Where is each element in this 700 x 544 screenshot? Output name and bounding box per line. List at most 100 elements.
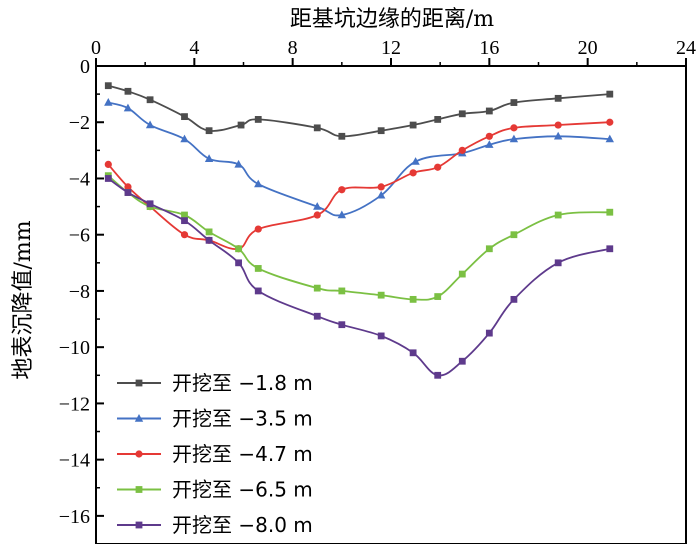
- data-point: [146, 200, 154, 208]
- data-point: [313, 202, 322, 210]
- data-point: [377, 183, 385, 191]
- legend-label: 开挖至 −3.5 m: [172, 407, 313, 431]
- series-line: [108, 101, 610, 217]
- data-point: [434, 116, 442, 123]
- series-2: [104, 98, 614, 219]
- y-tick-label: −4: [69, 168, 90, 190]
- data-point: [509, 134, 519, 143]
- data-point: [553, 131, 563, 140]
- data-point: [458, 357, 466, 365]
- y-tick-label: 0: [80, 56, 90, 78]
- data-point: [181, 211, 188, 219]
- data-point: [605, 134, 614, 143]
- data-point: [123, 103, 133, 112]
- y-tick-label: −8: [69, 281, 90, 303]
- data-point: [606, 90, 614, 98]
- y-tick-label: −6: [69, 225, 90, 247]
- data-point: [377, 127, 385, 135]
- data-point: [104, 98, 113, 106]
- data-point: [377, 291, 385, 299]
- series-1: [104, 82, 614, 140]
- legend-marker: [134, 414, 144, 422]
- data-point: [234, 159, 243, 168]
- series-layer: [104, 82, 614, 379]
- data-point: [313, 124, 321, 132]
- data-point: [606, 245, 614, 253]
- data-point: [409, 169, 417, 177]
- x-tick-label: 16: [479, 37, 499, 59]
- y-tick-label: −12: [59, 393, 90, 415]
- data-point: [458, 110, 466, 118]
- data-point: [376, 190, 386, 199]
- data-point: [510, 99, 518, 106]
- data-point: [606, 118, 614, 126]
- data-point: [554, 121, 562, 129]
- data-point: [104, 82, 112, 90]
- data-point: [338, 287, 346, 295]
- data-point: [124, 189, 132, 196]
- data-point: [180, 134, 189, 143]
- legend-marker: [135, 379, 143, 387]
- x-tick-label: 24: [676, 37, 696, 59]
- data-point: [235, 245, 242, 253]
- data-point: [204, 154, 214, 162]
- data-point: [485, 132, 493, 140]
- data-point: [254, 225, 262, 233]
- data-point: [554, 211, 562, 219]
- data-point: [237, 121, 245, 129]
- data-point: [337, 210, 347, 219]
- series-4: [104, 172, 614, 303]
- data-point: [313, 284, 321, 292]
- legend-item-1: 开挖至 −1.8 m: [117, 371, 313, 395]
- data-point: [434, 371, 442, 379]
- x-tick-label: 0: [91, 37, 101, 59]
- axes-layer: 0 4 8 12 16 20 24 0 −2 −4 −6 −8 −10 −12 −14 −16: [59, 37, 696, 544]
- data-point: [458, 146, 466, 154]
- data-point: [145, 120, 155, 129]
- x-axis-title: 距基坑边缘的距离/m: [290, 7, 494, 32]
- legend-label: 开挖至 −8.0 m: [172, 513, 313, 537]
- data-point: [411, 157, 420, 165]
- legend-item-4: 开挖至 −6.5 m: [117, 478, 313, 502]
- legend-item-3: 开挖至 −4.7 m: [117, 442, 313, 466]
- data-point: [485, 245, 493, 253]
- data-point: [124, 183, 132, 191]
- data-point: [338, 132, 346, 140]
- data-point: [510, 124, 518, 132]
- legend-item-5: 开挖至 −8.0 m: [117, 513, 313, 537]
- data-point: [254, 179, 263, 188]
- data-point: [434, 163, 442, 171]
- data-point: [338, 186, 346, 194]
- legend-item-2: 开挖至 −3.5 m: [117, 407, 313, 431]
- data-point: [313, 312, 321, 320]
- data-point: [124, 87, 132, 95]
- data-point: [205, 228, 213, 236]
- legend-marker: [135, 486, 143, 493]
- data-point: [205, 236, 213, 244]
- data-point: [313, 211, 321, 219]
- data-point: [254, 265, 262, 272]
- series-3: [104, 118, 614, 253]
- data-point: [554, 94, 562, 102]
- legend-marker: [135, 450, 143, 458]
- data-point: [254, 287, 262, 295]
- legend-label: 开挖至 −6.5 m: [172, 478, 313, 502]
- x-tick-label: 4: [189, 37, 199, 59]
- data-point: [235, 259, 242, 267]
- y-axis-title: 地表沉降值/mm: [11, 220, 36, 379]
- y-tick-label: −2: [69, 112, 90, 134]
- x-tick-label: 12: [381, 37, 401, 59]
- data-point: [254, 116, 262, 123]
- data-point: [485, 329, 493, 337]
- data-point: [606, 208, 614, 216]
- y-tick-label: −14: [59, 450, 90, 472]
- legend-label: 开挖至 −1.8 m: [172, 371, 313, 395]
- legend-label: 开挖至 −4.7 m: [172, 442, 313, 466]
- data-point: [554, 259, 562, 267]
- data-point: [485, 107, 493, 115]
- legend: 开挖至 −1.8 m 开挖至 −3.5 m 开挖至 −4.7 m 开挖至 −6.5 m…: [117, 371, 313, 537]
- data-point: [485, 140, 494, 148]
- data-point: [181, 113, 188, 121]
- data-point: [434, 293, 442, 300]
